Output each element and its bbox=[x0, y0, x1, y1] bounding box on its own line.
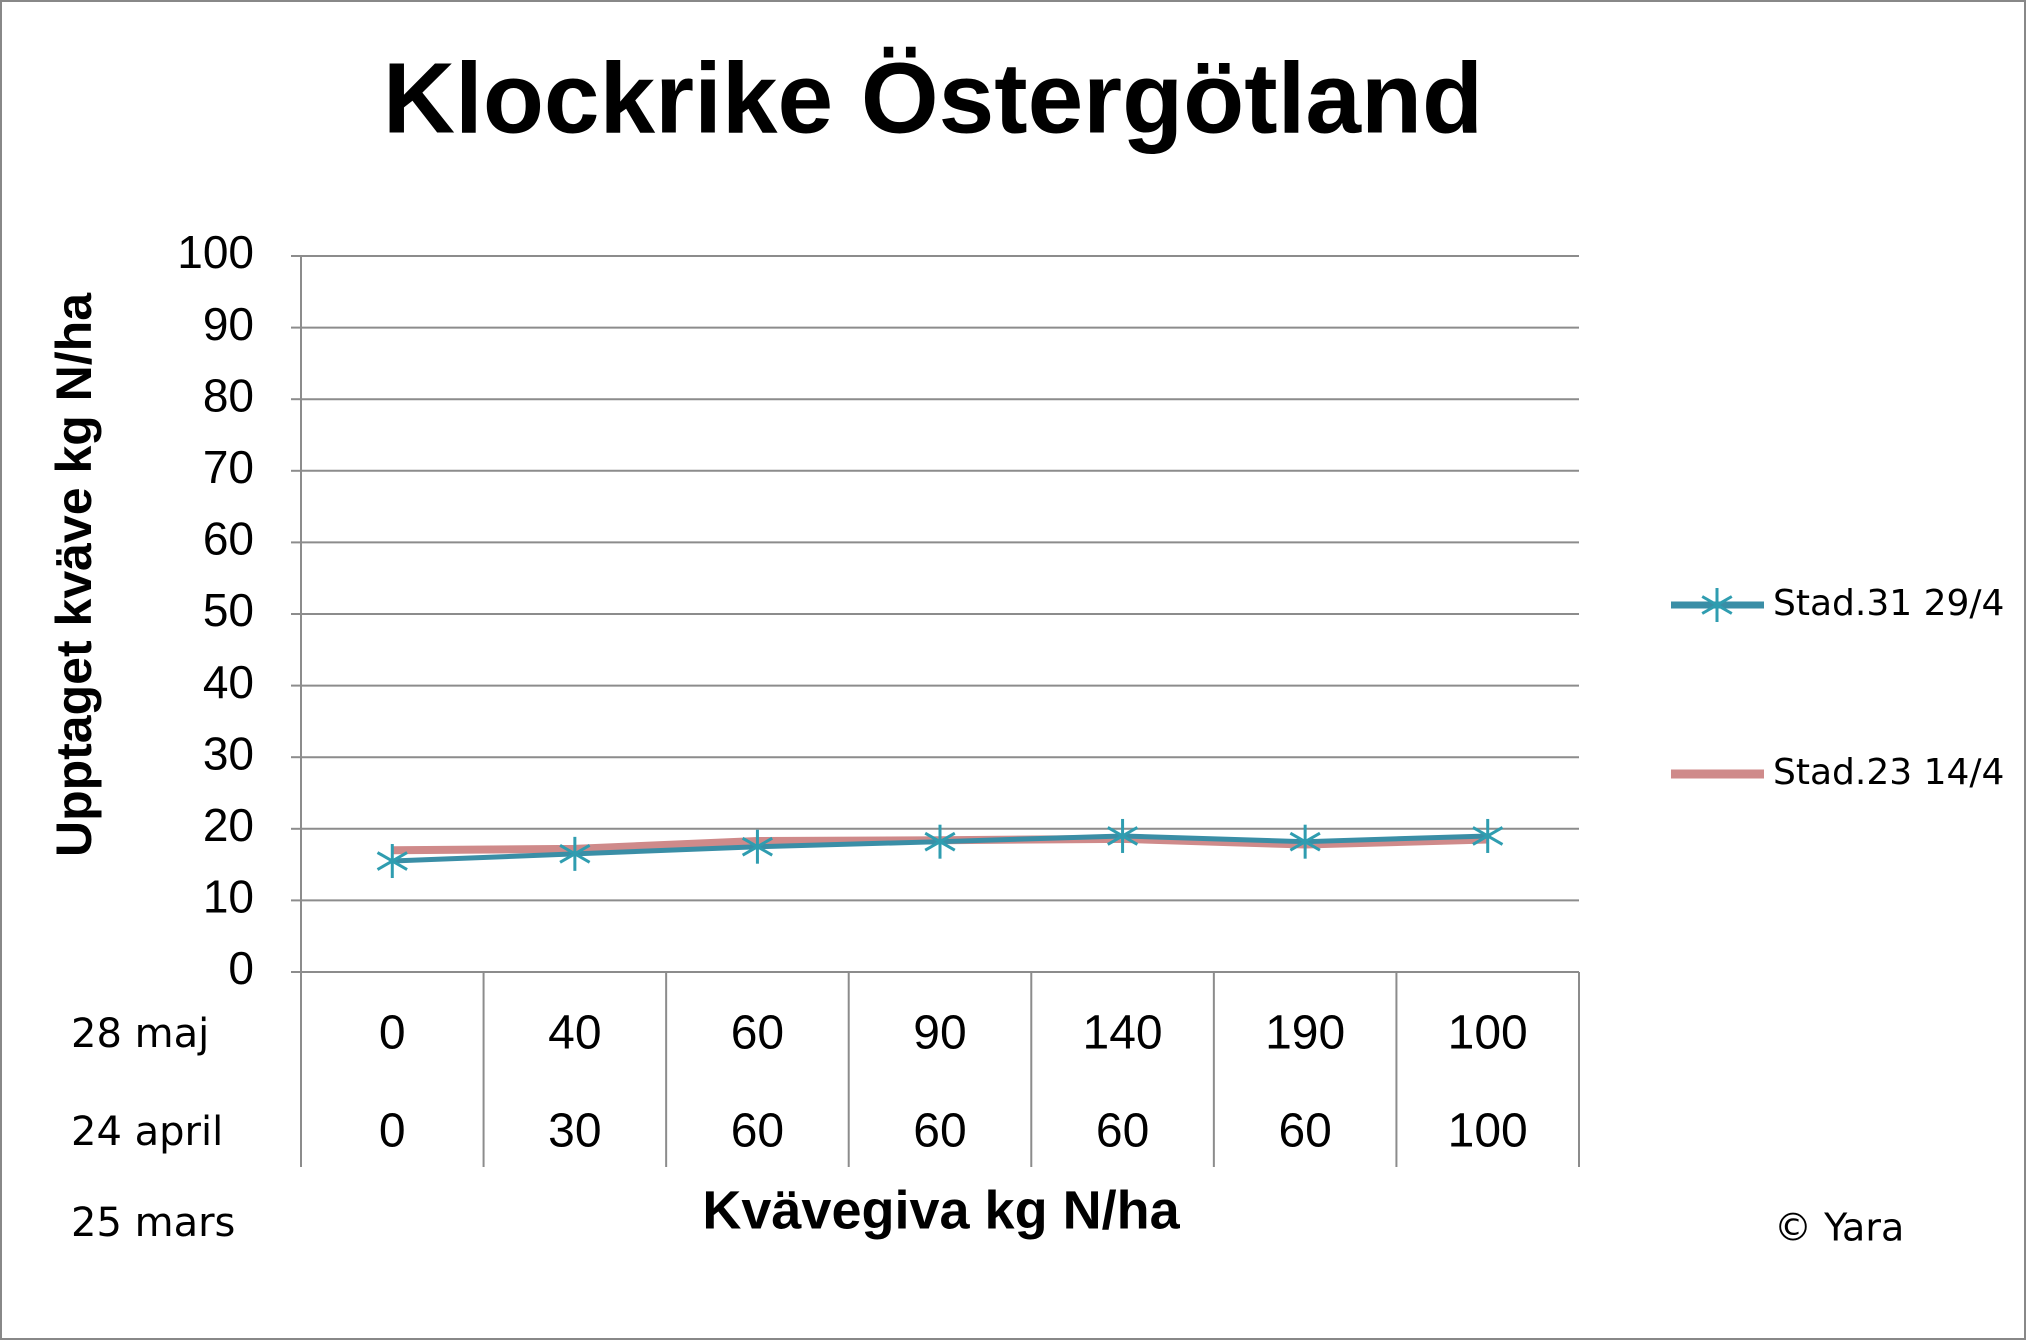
marker-stroke bbox=[559, 844, 591, 864]
y-tick-label: 40 bbox=[203, 656, 254, 708]
x-tick-label: 60 bbox=[913, 1105, 966, 1158]
x-tick-label: 100 bbox=[1448, 1007, 1528, 1060]
y-tick-label: 10 bbox=[203, 871, 254, 923]
marker-stroke bbox=[924, 831, 956, 852]
x-tick-label: 100 bbox=[1448, 1105, 1528, 1158]
y-tick-label: 70 bbox=[203, 441, 254, 493]
marker bbox=[1472, 818, 1504, 853]
y-tick-label: 20 bbox=[203, 799, 254, 851]
legend-label: Stad.31 29/4 bbox=[1773, 583, 2004, 624]
x-tick-label: 140 bbox=[1083, 1007, 1163, 1060]
level-label: 28 maj bbox=[71, 1011, 209, 1057]
x-tick-label: 0 bbox=[379, 1105, 406, 1158]
y-tick-label: 30 bbox=[203, 727, 254, 779]
y-tick-label: 50 bbox=[203, 584, 254, 636]
x-axis-label: Kvävegiva kg N/ha bbox=[702, 1180, 1180, 1240]
x-tick-label: 90 bbox=[913, 1007, 966, 1060]
y-tick-label: 80 bbox=[203, 369, 254, 421]
y-tick-label: 100 bbox=[177, 226, 254, 278]
marker-stroke bbox=[1107, 826, 1139, 846]
marker bbox=[376, 844, 408, 879]
y-tick-label: 90 bbox=[203, 298, 254, 350]
y-axis-label: Upptaget kväve kg N/ha bbox=[46, 292, 102, 857]
x-tick-label: 0 bbox=[379, 1007, 406, 1060]
legend-label: Stad.23 14/4 bbox=[1773, 752, 2004, 793]
x-tick-label: 60 bbox=[1096, 1105, 1149, 1158]
marker bbox=[924, 824, 956, 859]
chart-title: Klockrike Östergötland bbox=[383, 42, 1483, 154]
y-tick-label: 0 bbox=[228, 942, 254, 994]
x-tick-label: 60 bbox=[731, 1105, 784, 1158]
level-label: 24 april bbox=[71, 1109, 223, 1155]
marker-stroke bbox=[1289, 831, 1321, 852]
y-tick-label: 60 bbox=[203, 513, 254, 565]
marker bbox=[1107, 818, 1139, 853]
x-tick-label: 30 bbox=[548, 1105, 601, 1158]
marker-stroke bbox=[376, 851, 408, 871]
x-tick-label: 60 bbox=[1278, 1105, 1331, 1158]
x-tick-label: 60 bbox=[731, 1007, 784, 1060]
x-tick-label: 190 bbox=[1265, 1007, 1345, 1060]
level-label: 25 mars bbox=[71, 1200, 235, 1246]
x-tick-label: 40 bbox=[548, 1007, 601, 1060]
credit: © Yara bbox=[1774, 1206, 1904, 1250]
marker bbox=[1289, 824, 1321, 859]
marker bbox=[559, 836, 591, 871]
marker bbox=[1701, 588, 1733, 622]
marker-stroke bbox=[1472, 826, 1504, 846]
marker-stroke bbox=[1701, 595, 1733, 615]
marker bbox=[741, 829, 773, 864]
marker-stroke bbox=[741, 836, 773, 857]
